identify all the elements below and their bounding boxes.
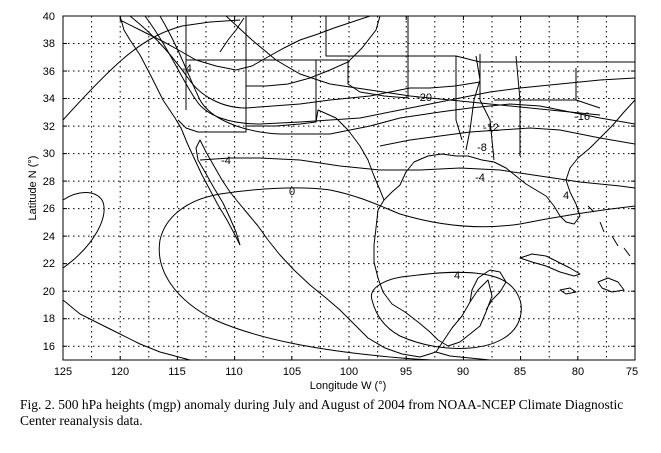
x-axis-title: Longitude W (°) xyxy=(310,380,387,392)
contour-line xyxy=(370,271,522,349)
hispaniola xyxy=(597,277,625,293)
central-america-coast xyxy=(435,351,491,360)
contour-label: -16 xyxy=(574,111,590,123)
y-tick-label: 28 xyxy=(43,176,55,188)
contour-line xyxy=(158,239,490,360)
contour-label: -8 xyxy=(477,142,487,154)
y-tick-label: 34 xyxy=(43,93,55,105)
contour-line xyxy=(63,192,105,269)
tick-marks xyxy=(62,15,636,360)
cuba xyxy=(519,253,581,277)
x-tick-label: 90 xyxy=(457,366,469,378)
y-tick-label: 38 xyxy=(43,38,55,50)
y-tick-label: 30 xyxy=(43,148,55,160)
contour-line xyxy=(246,16,381,87)
contour-label: -20 xyxy=(416,92,432,104)
bahamas xyxy=(587,205,631,257)
x-tick-label: 120 xyxy=(111,366,129,378)
figure-caption: Fig. 2. 500 hPa heights (mgp) anomaly du… xyxy=(20,397,624,428)
contour-label: 4 xyxy=(454,270,460,282)
contour-line xyxy=(144,16,635,125)
contour-lines xyxy=(63,16,635,360)
x-tick-label: 100 xyxy=(340,366,358,378)
contour-label: -4 xyxy=(221,155,231,167)
x-tick-label: 95 xyxy=(400,366,412,378)
y-tick-label: 32 xyxy=(43,121,55,133)
gulf-of-california-coast xyxy=(195,139,437,358)
contour-line xyxy=(63,19,241,121)
grid xyxy=(63,16,635,360)
x-tick-labels: 125 120 115 110 105 100 95 90 85 80 75 xyxy=(54,366,638,378)
y-tick-labels: 16 18 20 22 24 26 28 30 32 34 36 38 40 xyxy=(43,11,55,353)
contour-line xyxy=(199,157,635,189)
contour-line xyxy=(225,16,601,116)
contour-label: 4 xyxy=(563,190,569,202)
contour-label: -12 xyxy=(483,122,499,134)
contour-line xyxy=(379,127,635,147)
mexico-gulf-coast xyxy=(373,99,635,353)
y-tick-label: 22 xyxy=(43,258,55,270)
y-tick-label: 20 xyxy=(43,286,55,298)
x-tick-label: 115 xyxy=(168,366,186,378)
contour-line xyxy=(119,16,371,71)
contour-line xyxy=(159,16,635,135)
x-tick-label: 85 xyxy=(514,366,526,378)
y-tick-label: 36 xyxy=(43,66,55,78)
contour-line xyxy=(159,187,635,241)
y-tick-label: 26 xyxy=(43,203,55,215)
contour-label: -4 xyxy=(475,172,485,184)
y-tick-label: 24 xyxy=(43,231,55,243)
jamaica xyxy=(559,287,577,295)
coastlines xyxy=(119,16,635,360)
x-tick-label: 80 xyxy=(572,366,584,378)
contour-label: -4 xyxy=(182,63,192,75)
plot-frame xyxy=(62,15,636,361)
river xyxy=(219,17,481,151)
contour-label: 0 xyxy=(289,186,295,198)
y-tick-label: 40 xyxy=(43,11,55,23)
contour-labels: -20 -16 -12 -8 -4 -4 0 4 4 -4 xyxy=(182,63,590,282)
yucatan-peninsula xyxy=(469,269,507,311)
y-tick-label: 16 xyxy=(43,341,55,353)
y-axis-title: Latitude N (°) xyxy=(27,156,39,221)
x-tick-label: 125 xyxy=(54,366,72,378)
x-tick-label: 75 xyxy=(626,366,638,378)
contour-line xyxy=(129,16,481,109)
x-tick-label: 105 xyxy=(283,366,301,378)
x-tick-label: 110 xyxy=(225,366,243,378)
us-mexico-border xyxy=(177,109,385,201)
pacific-coastline xyxy=(119,16,241,246)
contour-line xyxy=(63,299,191,360)
y-tick-label: 18 xyxy=(43,313,55,325)
